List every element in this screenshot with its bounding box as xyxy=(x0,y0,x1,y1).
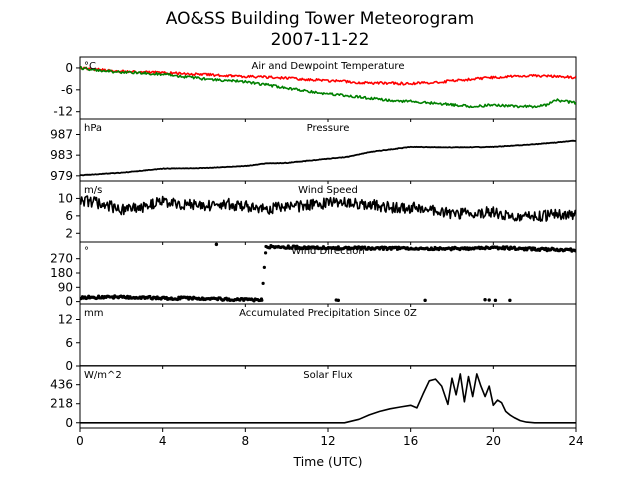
y-tick-label: -12 xyxy=(53,105,73,119)
x-tick-label: 16 xyxy=(403,434,418,448)
figure-title: AO&SS Building Tower Meteorogram xyxy=(166,9,474,29)
panel-5: 0 218 436 W/m^2 Solar Flux 0 4 8 12 16 20 24 Time (U… xyxy=(50,365,584,469)
y-tick-label: 6 xyxy=(65,336,73,350)
y-tick-label: 270 xyxy=(50,252,73,266)
y-tick-label: 12 xyxy=(58,313,73,327)
y-tick-label: 983 xyxy=(50,148,73,162)
wind-direction-point xyxy=(261,281,265,286)
wind-direction-point xyxy=(573,249,576,253)
x-axis-label: Time (UTC) xyxy=(292,454,362,469)
panel-series-group xyxy=(80,242,576,303)
series-line-0 xyxy=(80,66,576,86)
y-tick-label: -6 xyxy=(61,83,73,97)
y-tick-label: 0 xyxy=(65,359,73,373)
wind-direction-point xyxy=(483,298,487,302)
panel-2: 2 6 10 m/s Wind Speed xyxy=(58,180,577,245)
wind-direction-point xyxy=(263,251,268,255)
panel-title: Solar Flux xyxy=(303,370,353,381)
panel-title: Accumulated Precipitation Since 0Z xyxy=(239,308,417,319)
panels-group: 0-6-12°C Air and Dewpoint Temperature9799… xyxy=(50,56,584,469)
x-tick-label: 24 xyxy=(568,434,583,448)
panel-title: Wind Speed xyxy=(298,185,358,196)
wind-direction-point xyxy=(260,298,264,302)
y-tick-label: 979 xyxy=(50,169,73,183)
y-tick-label: 436 xyxy=(50,378,73,392)
wind-direction-point xyxy=(214,242,219,247)
x-tick-label: 8 xyxy=(242,434,250,448)
y-tick-label: 987 xyxy=(50,128,73,142)
x-tick-label: 12 xyxy=(320,434,335,448)
wind-direction-point xyxy=(487,298,491,302)
panel-series-group xyxy=(80,139,576,177)
series-line-0 xyxy=(80,139,576,177)
panel-series-group xyxy=(80,66,576,109)
wind-direction-point xyxy=(336,298,341,303)
panel-series-group xyxy=(80,195,576,222)
y-tick-label: 10 xyxy=(58,191,73,205)
y-tick-label: 0 xyxy=(65,61,73,75)
wind-direction-point xyxy=(294,247,298,251)
y-tick-label: 6 xyxy=(65,209,73,223)
wind-direction-point xyxy=(423,298,427,303)
panel-unit-label: W/m^2 xyxy=(84,370,122,381)
x-tick-label: 0 xyxy=(76,434,84,448)
panel-title: Wind Direction xyxy=(291,246,365,257)
x-tick-label: 20 xyxy=(486,434,501,448)
x-tick-label: 4 xyxy=(159,434,167,448)
panel-unit-label: hPa xyxy=(84,123,102,134)
series-line-0 xyxy=(80,373,576,424)
y-tick-label: 90 xyxy=(58,280,73,294)
y-tick-label: 180 xyxy=(50,266,73,280)
panel-unit-label: m/s xyxy=(84,185,102,196)
wind-direction-point xyxy=(508,298,512,303)
panel-unit-label: °C xyxy=(84,61,96,72)
y-tick-label: 218 xyxy=(50,397,73,411)
wind-direction-point xyxy=(493,298,498,303)
panel-1: 979 983 987 hPa Pressure xyxy=(50,118,577,184)
panel-4: 0 6 12 mm Accumulated Precipitation Since 0Z xyxy=(58,303,577,373)
y-tick-label: 2 xyxy=(65,226,73,240)
y-tick-label: 0 xyxy=(65,416,73,430)
y-tick-label: 0 xyxy=(65,295,73,309)
panel-unit-label: mm xyxy=(84,308,103,319)
wind-direction-point xyxy=(292,244,297,248)
series-line-1 xyxy=(80,66,576,109)
panel-title: Pressure xyxy=(307,123,350,134)
panel-0: 0 -6 -12 °C Air and Dewpoint Temperature xyxy=(53,56,577,122)
figure-subtitle: 2007-11-22 xyxy=(271,30,370,50)
wind-direction-point xyxy=(262,265,266,269)
panel-unit-label: ° xyxy=(84,246,89,257)
series-line-0 xyxy=(80,195,576,222)
panel-series-group xyxy=(80,373,576,424)
panel-title: Air and Dewpoint Temperature xyxy=(252,61,405,72)
